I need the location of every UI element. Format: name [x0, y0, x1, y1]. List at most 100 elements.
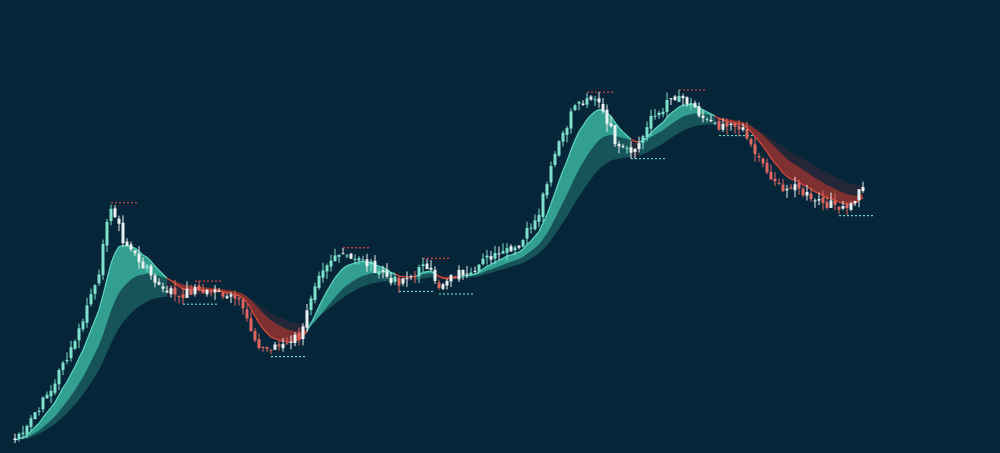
band-shadow-segment	[283, 318, 287, 342]
candle-body	[549, 165, 553, 183]
fast-ma-line	[578, 125, 584, 132]
band-segment	[583, 119, 587, 163]
band-shadow-segment	[659, 122, 663, 146]
band-segment	[563, 161, 567, 203]
fast-ma-line	[70, 366, 76, 375]
band-segment	[759, 131, 763, 147]
fast-ma-line	[542, 214, 548, 224]
candle-body	[557, 141, 561, 156]
fast-ma-line	[654, 124, 660, 130]
fast-ma-line	[490, 261, 496, 266]
band-segment	[763, 135, 767, 153]
band-segment	[95, 309, 99, 354]
candle-body	[505, 248, 509, 253]
band-segment	[599, 109, 603, 141]
candle-body	[177, 295, 181, 297]
band-segment	[579, 125, 583, 170]
fast-ma-line	[822, 195, 828, 199]
candle-body	[773, 178, 777, 182]
fast-ma-line	[714, 115, 720, 120]
candle-body	[625, 147, 629, 149]
band-shadow-segment	[651, 128, 655, 151]
band-segment	[155, 266, 159, 276]
candle-body	[753, 144, 757, 155]
band-segment	[143, 255, 147, 275]
candle-body	[229, 294, 233, 297]
candle-body	[321, 270, 325, 278]
band-segment	[587, 115, 591, 156]
candle-body	[821, 197, 825, 204]
band-shadow-segment	[359, 261, 363, 289]
candle-body	[345, 255, 349, 257]
band-shadow-segment	[703, 109, 707, 125]
candle-body	[721, 124, 725, 130]
fast-ma-line	[230, 292, 236, 296]
candle-body	[105, 221, 109, 246]
candle-body	[497, 253, 501, 255]
band-segment	[843, 192, 847, 205]
fast-ma-line	[554, 181, 560, 193]
band-shadow-segment	[427, 271, 431, 278]
fast-ma-line	[626, 135, 632, 140]
candle-body	[709, 119, 713, 122]
band-segment	[271, 320, 275, 339]
candle-body	[201, 289, 205, 294]
band-shadow-segment	[275, 314, 279, 341]
fast-ma-line	[62, 381, 68, 389]
fast-ma-line	[438, 276, 444, 279]
band-segment	[319, 298, 323, 317]
candle-body	[697, 106, 701, 116]
fast-ma-line	[506, 254, 512, 257]
band-shadow-segment	[663, 117, 667, 144]
candles	[13, 89, 865, 444]
fast-ma-line	[306, 323, 312, 332]
band-shadow-segment	[511, 253, 515, 267]
fast-ma-line	[342, 265, 348, 270]
band-shadow-segment	[543, 214, 547, 250]
fast-ma-line	[538, 222, 544, 232]
candle-body	[217, 290, 221, 292]
band-segment	[351, 263, 355, 283]
fast-ma-line	[270, 336, 276, 340]
candle-body	[649, 115, 653, 129]
band-shadow-segment	[587, 115, 591, 185]
band-segment	[623, 131, 627, 139]
band-segment	[771, 143, 775, 164]
candle-body	[621, 146, 625, 148]
band-shadow-segment	[147, 257, 151, 302]
band-shadow-segment	[407, 276, 411, 281]
fast-ma-line	[478, 268, 484, 273]
band-shadow-segment	[683, 104, 687, 131]
candle-body	[89, 294, 93, 305]
candle-body	[465, 273, 469, 275]
fast-ma-line	[50, 401, 56, 409]
candle-body	[489, 256, 493, 260]
candle-body	[289, 341, 293, 343]
fast-ma-line	[322, 290, 328, 299]
fast-ma-line	[262, 328, 268, 334]
fast-ma-line	[74, 357, 80, 368]
candle-body	[677, 95, 681, 102]
band-shadow-segment	[279, 317, 283, 342]
candle-body	[373, 260, 377, 273]
candle-body	[681, 96, 685, 99]
candle-body	[73, 341, 77, 349]
band-segment	[179, 282, 183, 290]
candle-body	[261, 347, 265, 349]
fast-ma-line	[22, 434, 28, 438]
fast-ma-line	[282, 340, 288, 343]
candle-body	[313, 286, 317, 301]
fast-ma-line	[810, 188, 816, 193]
band-shadow-segment	[83, 340, 87, 395]
candle-body	[125, 241, 129, 246]
fast-ma-line	[102, 278, 108, 296]
candle-body	[421, 264, 425, 267]
fast-ma-line	[782, 172, 788, 177]
candle-body	[473, 270, 477, 272]
band-shadow-segment	[847, 182, 851, 205]
fast-ma-line	[118, 245, 124, 248]
band-segment	[847, 194, 851, 205]
candle-body	[613, 125, 617, 145]
band-segment	[795, 164, 799, 183]
